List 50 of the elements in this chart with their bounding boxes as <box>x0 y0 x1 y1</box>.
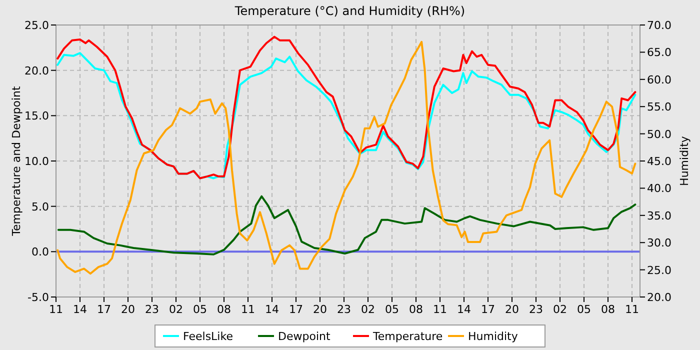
x-tick-label: 05 <box>385 303 399 316</box>
x-tick-label: 20 <box>505 303 519 316</box>
x-tick-label: 14 <box>265 303 279 316</box>
y2-tick-label: 25.0 <box>647 264 672 277</box>
x-tick-label: 11 <box>49 303 63 316</box>
y-tick-label: 15.0 <box>24 110 49 123</box>
x-tick-label: 23 <box>145 303 159 316</box>
x-tick-label: 11 <box>433 303 447 316</box>
x-tick-label: 14 <box>457 303 471 316</box>
y-tick-label: 10.0 <box>24 155 49 168</box>
x-tick-label: 17 <box>97 303 111 316</box>
x-tick-label: 08 <box>601 303 615 316</box>
y2-tick-label: 50.0 <box>647 128 672 141</box>
x-tick-label: 20 <box>121 303 135 316</box>
x-tick-label: 02 <box>361 303 375 316</box>
y-tick-label: 20.0 <box>24 64 49 78</box>
y-tick-label: 5.0 <box>32 200 49 214</box>
y2-tick-label: 60.0 <box>647 73 672 86</box>
y-axis-title: Temperature and Dewpoint <box>10 85 23 237</box>
legend-label: FeelsLike <box>183 330 234 343</box>
y2-tick-label: 55.0 <box>647 100 672 114</box>
x-tick-label: 05 <box>577 303 591 316</box>
x-tick-label: 14 <box>73 303 87 316</box>
y2-tick-label: 70.0 <box>647 19 672 32</box>
x-tick-label: 02 <box>553 303 567 316</box>
x-tick-label: 20 <box>313 303 327 316</box>
y2-tick-label: 45.0 <box>647 155 672 168</box>
x-tick-label: 02 <box>169 303 183 316</box>
x-tick-label: 08 <box>409 303 423 316</box>
y2-tick-label: 40.0 <box>647 182 672 196</box>
y2-tick-label: 65.0 <box>647 46 672 60</box>
y2-tick-label: 30.0 <box>647 236 672 250</box>
y-tick-label: 25.0 <box>24 19 49 32</box>
y2-tick-label: 35.0 <box>647 209 672 222</box>
x-tick-label: 11 <box>625 303 639 316</box>
y-tick-label: -5.0 <box>28 291 49 304</box>
legend-label: Humidity <box>468 330 518 343</box>
x-tick-label: 17 <box>481 303 495 316</box>
legend-label: Temperature <box>372 330 443 343</box>
y-tick-label: 0.0 <box>32 246 49 259</box>
x-tick-label: 05 <box>193 303 207 316</box>
x-tick-label: 17 <box>289 303 303 316</box>
legend-label: Dewpoint <box>278 330 331 343</box>
y2-axis-title: Humidity <box>678 136 691 186</box>
x-tick-label: 08 <box>217 303 231 316</box>
x-tick-label: 23 <box>529 303 543 316</box>
x-tick-label: 11 <box>241 303 255 316</box>
chart-title: Temperature (°C) and Humidity (RH%) <box>234 4 466 18</box>
x-tick-label: 23 <box>337 303 351 316</box>
y2-tick-label: 20.0 <box>647 291 672 304</box>
